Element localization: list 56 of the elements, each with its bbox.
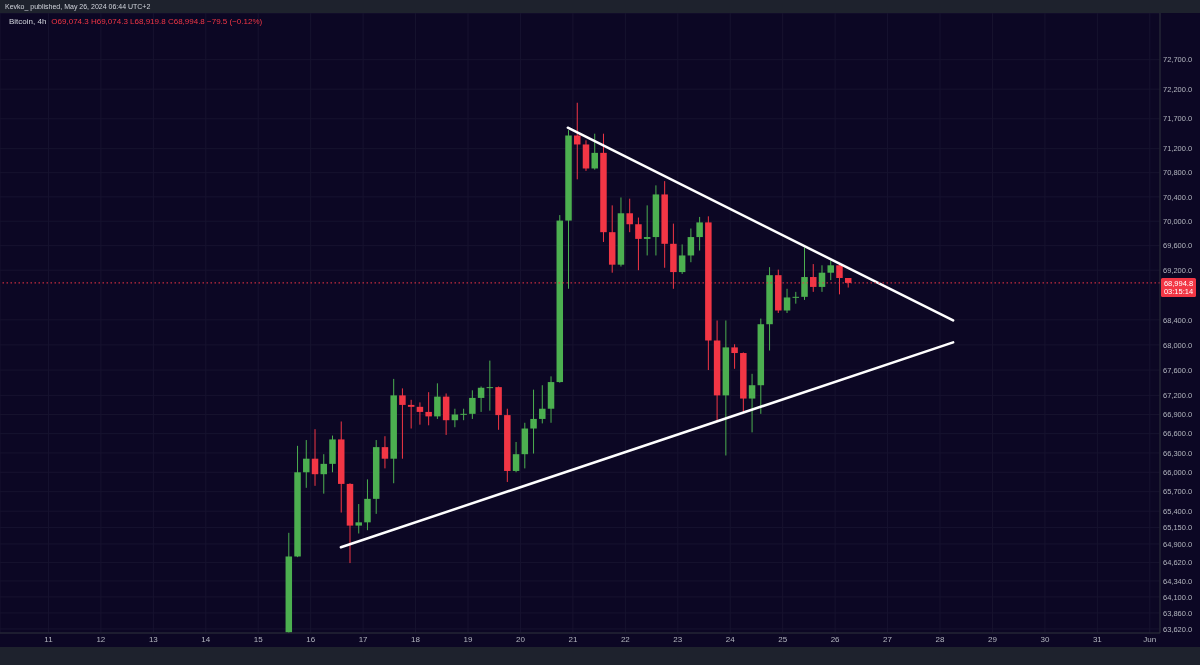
candlestick — [416, 401, 424, 426]
x-tick-label: 24 — [725, 634, 736, 644]
candlestick — [451, 408, 459, 428]
x-tick-label: 20 — [516, 634, 526, 644]
x-tick-label: 12 — [96, 634, 106, 644]
candlestick — [696, 216, 703, 252]
x-tick-label: 16 — [306, 634, 316, 644]
x-tick-label: 30 — [1040, 634, 1050, 644]
candlestick — [477, 385, 485, 413]
x-tick-label: 21 — [568, 634, 578, 644]
text: Bitcoin, 4h — [9, 17, 47, 26]
x-tick-label: 13 — [148, 634, 159, 644]
x-tick-label: 17 — [358, 634, 369, 644]
candlestick — [320, 453, 328, 495]
x-tick-label: 29 — [988, 634, 998, 644]
x-tick-label: Jun — [1143, 634, 1157, 644]
candlestick — [687, 228, 695, 263]
candlestick — [303, 439, 310, 489]
candlestick — [469, 389, 476, 420]
candlestick — [355, 503, 362, 534]
annotation: O69,074.3 H69,074.3 L68,919.8 C68,994.8 −79.5 (−0.12%) — [51, 17, 263, 26]
candlestick — [512, 441, 520, 473]
x-tick-label: 22 — [620, 634, 631, 644]
x-tick-label: 25 — [778, 634, 788, 644]
candlestick — [635, 217, 642, 271]
candlestick — [827, 259, 834, 281]
x-tick-label: 31 — [1092, 634, 1103, 644]
x-tick-label: 14 — [201, 634, 211, 644]
candlestick — [530, 389, 537, 455]
x-tick-label: 19 — [463, 634, 473, 644]
candlestick — [407, 399, 415, 430]
candlestick — [399, 387, 406, 460]
candlestick — [425, 391, 432, 426]
x-tick-label: 26 — [830, 634, 841, 644]
x-tick-label: 15 — [253, 634, 264, 644]
x-tick-label: 28 — [935, 634, 946, 644]
candlestick — [434, 382, 441, 420]
candlestick — [678, 243, 686, 275]
candlestick — [364, 478, 371, 531]
candlestick — [381, 435, 389, 469]
candlestick — [801, 246, 808, 301]
candlestick — [539, 384, 546, 424]
candlestick — [591, 133, 598, 171]
candlestick — [748, 373, 756, 433]
x-tick-label: 11 — [44, 634, 54, 644]
candlestick — [460, 408, 467, 421]
x-tick-label: 18 — [411, 634, 421, 644]
candlestick — [643, 204, 651, 256]
candlestick — [783, 288, 791, 314]
candlestick — [731, 343, 738, 370]
candlestick — [442, 392, 450, 436]
candlestick — [486, 360, 494, 412]
x-tick-label: 27 — [883, 634, 893, 644]
candlestick — [626, 198, 633, 233]
candlestick — [574, 102, 581, 180]
x-tick-label: 23 — [673, 634, 683, 644]
